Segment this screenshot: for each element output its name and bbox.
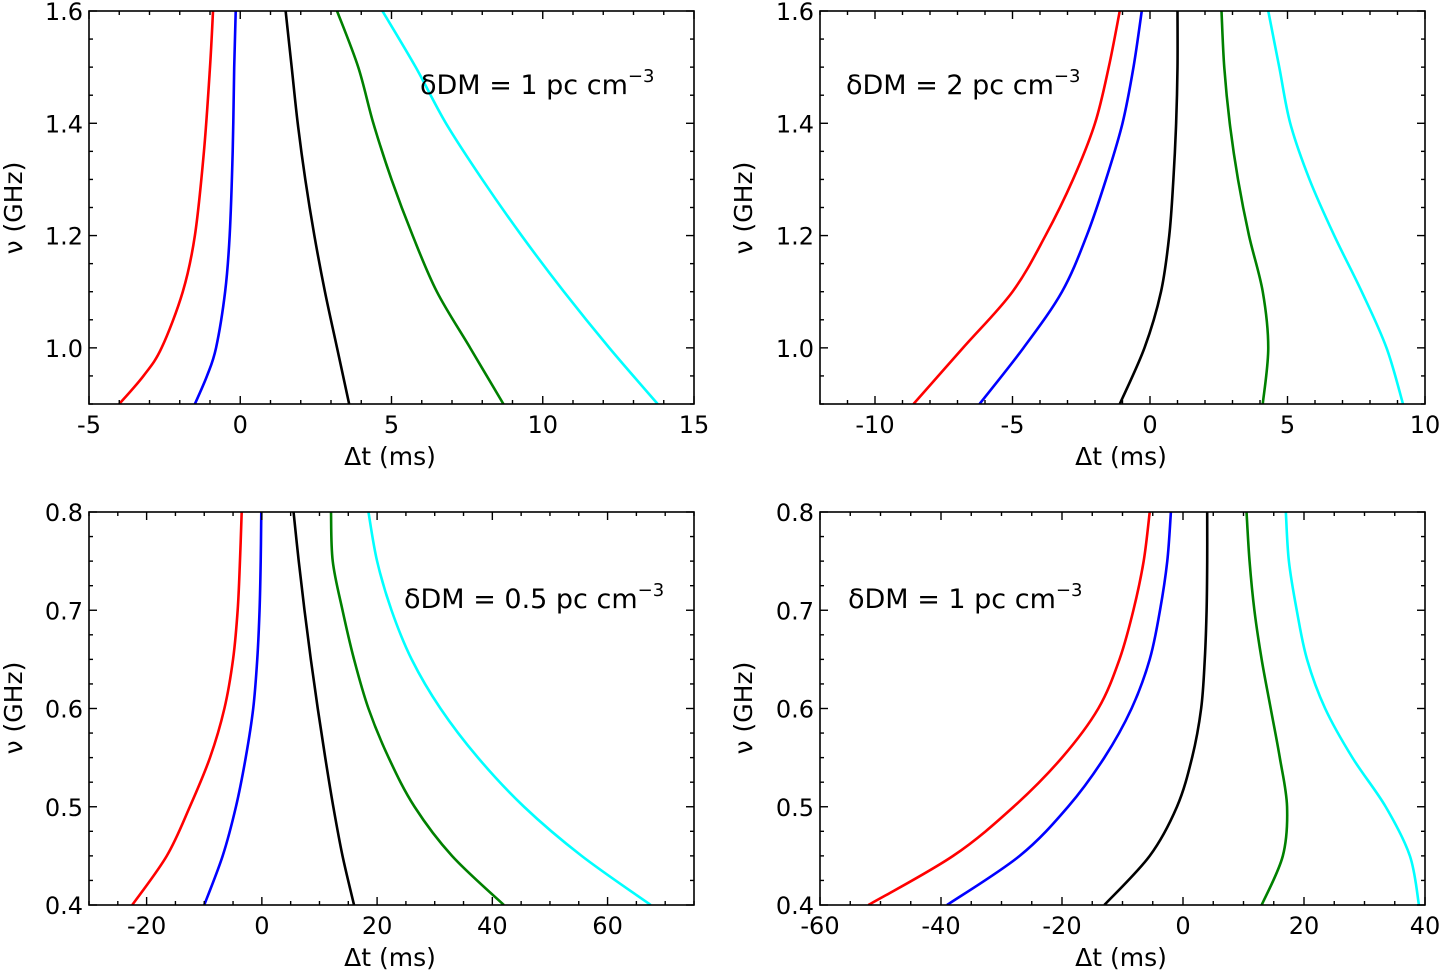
y-tick-label: 0.7 (45, 597, 83, 625)
dm-annotation-text: δDM = 1 pc cm (848, 584, 1056, 615)
y-tick-label: 0.8 (45, 499, 83, 527)
series-line-black (1103, 512, 1209, 905)
series-line-red (912, 11, 1122, 404)
x-tick-label: 5 (1280, 411, 1295, 439)
plot-frame (88, 511, 695, 906)
x-axis-label: Δt (ms) (344, 442, 436, 471)
dm-annotation: δDM = 2 pc cm−3 (846, 66, 1080, 101)
panel-bottom-right: -60 -40 -20 0 20 40 0.4 0.5 0.6 0.7 0.8 Δt (ms) ν … (729, 499, 1440, 972)
x-axis-label: Δt (ms) (1075, 442, 1167, 471)
x-axis-label: Δt (ms) (344, 943, 436, 972)
x-tick-label: 10 (1410, 411, 1441, 439)
panel-marks: -5 0 5 10 15 1.0 1.2 1.4 1.6 (45, 0, 709, 439)
dm-annotation-exponent: −3 (628, 66, 655, 87)
panel-marks: -10 -5 0 5 10 1.0 1.2 1.4 1.6 (776, 0, 1440, 439)
series-line-cyan (1284, 512, 1421, 905)
dm-annotation-text: δDM = 0.5 pc cm (404, 584, 638, 615)
x-tick-label: -5 (77, 411, 101, 439)
dm-annotation: δDM = 0.5 pc cm−3 (404, 580, 664, 615)
x-tick-label: 5 (384, 411, 399, 439)
series-line-green (1245, 512, 1289, 905)
series-line-black (292, 512, 356, 905)
x-tick-label: 15 (679, 411, 710, 439)
y-tick-label: 0.6 (45, 696, 83, 724)
y-tick-label: 1.0 (45, 335, 83, 363)
y-tick-label: 0.5 (45, 794, 83, 822)
series-line-blue (978, 11, 1144, 404)
y-tick-label: 1.6 (776, 0, 814, 26)
series-group (912, 11, 1405, 404)
y-tick-label: 0.7 (776, 597, 814, 625)
series-line-green (1220, 11, 1270, 404)
x-tick-label: 10 (527, 411, 558, 439)
series-line-red (867, 512, 1152, 905)
x-tick-label: -20 (127, 912, 166, 940)
series-line-green (329, 512, 505, 905)
y-tick-label: 0.5 (776, 794, 814, 822)
series-line-black (284, 11, 351, 404)
series-line-cyan (367, 512, 652, 905)
y-tick-label: 1.2 (45, 223, 83, 251)
series-line-black (1118, 11, 1179, 404)
y-tick-label: 0.8 (776, 499, 814, 527)
dm-annotation-text: δDM = 2 pc cm (846, 70, 1054, 101)
x-tick-label: 0 (1175, 912, 1190, 940)
series-group (118, 11, 659, 404)
x-tick-label: -20 (1042, 912, 1081, 940)
y-axis-label: ν (GHz) (729, 162, 758, 255)
dm-annotation-text: δDM = 1 pc cm (420, 70, 628, 101)
panel-marks: -60 -40 -20 0 20 40 0.4 0.5 0.6 0.7 0.8 (776, 499, 1440, 940)
y-tick-label: 0.6 (776, 696, 814, 724)
panel-bottom-left: -20 0 20 40 60 0.4 0.5 0.6 0.7 0.8 Δt (ms) ν (GHz… (0, 499, 695, 972)
series-line-red (118, 11, 215, 404)
y-tick-label: 1.4 (776, 110, 814, 138)
x-tick-label: -5 (1001, 411, 1025, 439)
series-line-red (131, 512, 243, 905)
x-tick-label: 0 (254, 912, 269, 940)
panel-top-left: -5 0 5 10 15 1.0 1.2 1.4 1.6 Δt (ms) ν (GHz) δDM… (0, 0, 709, 471)
series-line-blue (946, 512, 1173, 905)
x-tick-label: -10 (855, 411, 894, 439)
x-tick-label: 40 (1410, 912, 1441, 940)
panel-marks: -20 0 20 40 60 0.4 0.5 0.6 0.7 0.8 (45, 499, 695, 940)
y-tick-label: 0.4 (45, 892, 83, 920)
series-line-blue (193, 11, 238, 404)
series-group (867, 512, 1421, 905)
x-tick-label: 0 (233, 411, 248, 439)
x-tick-label: 60 (592, 912, 623, 940)
y-tick-label: 1.6 (45, 0, 83, 26)
dm-annotation: δDM = 1 pc cm−3 (848, 580, 1082, 615)
panel-top-right: -10 -5 0 5 10 1.0 1.2 1.4 1.6 Δt (ms) ν (GHz) δD… (729, 0, 1440, 471)
y-axis-label: ν (GHz) (0, 662, 28, 755)
y-tick-label: 0.4 (776, 892, 814, 920)
dm-annotation-exponent: −3 (638, 580, 665, 601)
y-axis-label: ν (GHz) (0, 162, 28, 255)
x-tick-label: 20 (1289, 912, 1320, 940)
y-axis-label: ν (GHz) (729, 662, 758, 755)
series-line-cyan (1266, 11, 1405, 404)
series-line-blue (203, 512, 263, 905)
y-tick-label: 1.4 (45, 110, 83, 138)
series-line-cyan (381, 11, 659, 404)
series-group (131, 512, 652, 905)
x-tick-label: 0 (1142, 411, 1157, 439)
y-tick-label: 1.2 (776, 223, 814, 251)
dm-annotation-exponent: −3 (1054, 66, 1081, 87)
x-tick-label: 20 (362, 912, 393, 940)
dm-annotation: δDM = 1 pc cm−3 (420, 66, 654, 101)
x-tick-label: -60 (800, 912, 839, 940)
x-tick-label: 40 (477, 912, 508, 940)
y-tick-label: 1.0 (776, 335, 814, 363)
x-tick-label: -40 (921, 912, 960, 940)
plot-frame (819, 511, 1426, 906)
dm-annotation-exponent: −3 (1056, 580, 1083, 601)
x-axis-label: Δt (ms) (1075, 943, 1167, 972)
series-line-green (335, 11, 505, 404)
